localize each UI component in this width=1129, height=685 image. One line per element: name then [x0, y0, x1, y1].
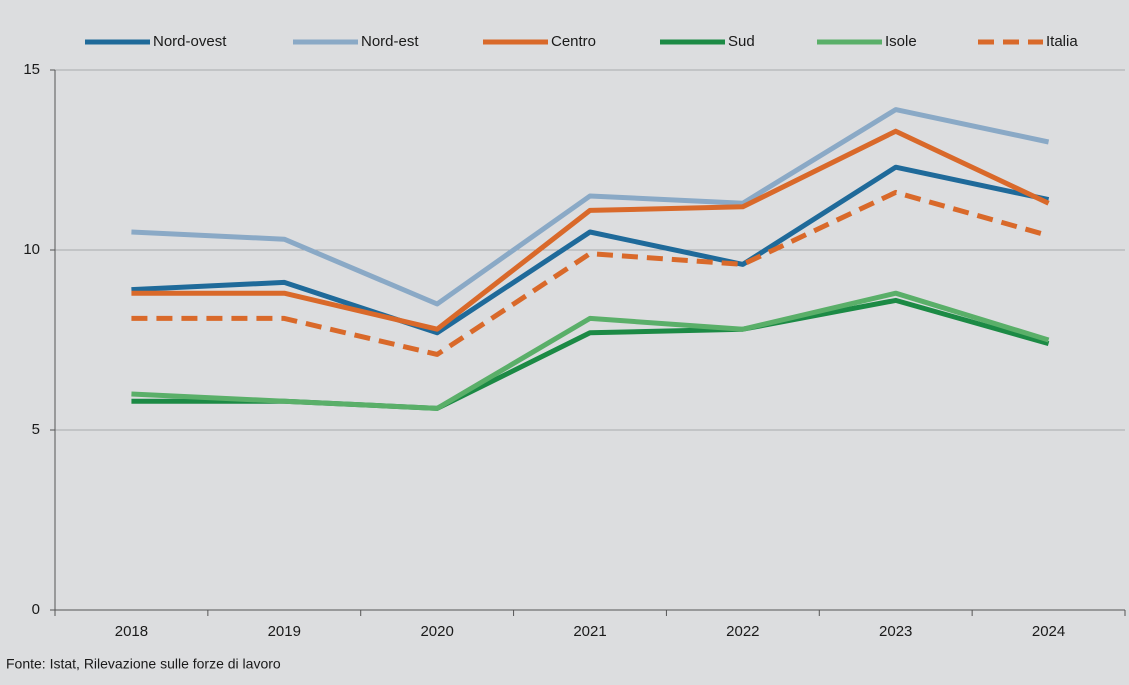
x-tick-label: 2018	[115, 623, 148, 640]
series-line	[131, 189, 1050, 357]
y-tick-label: 15	[23, 61, 40, 78]
legend-label: Centro	[551, 33, 596, 50]
legend-label: Nord-ovest	[153, 33, 227, 50]
series-line	[131, 164, 1050, 336]
legend-label: Nord-est	[361, 33, 419, 50]
source-note: Fonte: Istat, Rilevazione sulle forze di…	[6, 656, 281, 672]
legend-label: Isole	[885, 33, 917, 50]
legend-label: Italia	[1046, 33, 1078, 50]
series-line	[131, 290, 1050, 411]
series-line	[131, 107, 1050, 307]
x-tick-label: 2021	[573, 623, 606, 640]
x-tick-label: 2022	[726, 623, 759, 640]
x-tick-label: 2023	[879, 623, 912, 640]
x-tick-label: 2019	[268, 623, 301, 640]
series-line	[131, 128, 1050, 332]
legend-label: Sud	[728, 33, 755, 50]
y-tick-label: 5	[32, 421, 40, 438]
y-tick-label: 0	[32, 601, 40, 618]
x-tick-label: 2024	[1032, 623, 1065, 640]
x-tick-label: 2020	[420, 623, 453, 640]
y-tick-label: 10	[23, 241, 40, 258]
